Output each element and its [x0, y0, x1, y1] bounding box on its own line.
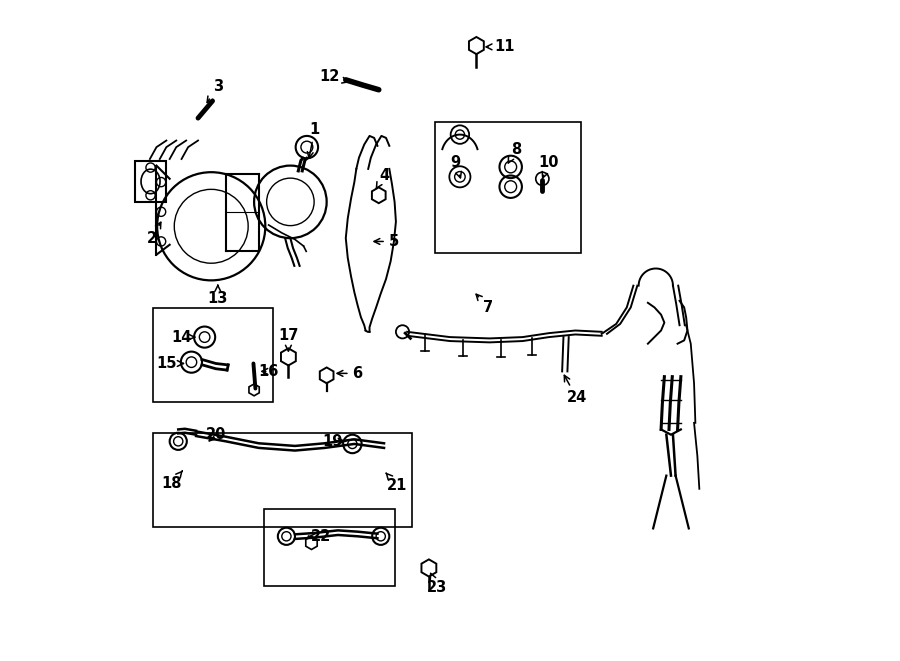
Text: 17: 17 — [278, 329, 299, 351]
Text: 11: 11 — [486, 40, 514, 54]
Text: 18: 18 — [161, 471, 183, 491]
Text: 4: 4 — [376, 168, 389, 188]
Bar — [153, 308, 274, 402]
Text: 23: 23 — [427, 573, 447, 596]
Text: 5: 5 — [374, 234, 399, 249]
Text: 6: 6 — [338, 366, 363, 381]
Text: 10: 10 — [539, 155, 559, 178]
Text: 8: 8 — [508, 141, 521, 163]
Text: 19: 19 — [322, 434, 346, 449]
Text: 1: 1 — [307, 122, 320, 158]
Text: 13: 13 — [208, 285, 228, 306]
Text: 15: 15 — [156, 356, 184, 371]
Bar — [436, 122, 580, 253]
Bar — [264, 508, 394, 586]
Text: 2: 2 — [147, 222, 161, 246]
Text: 21: 21 — [386, 473, 408, 493]
Text: 12: 12 — [320, 69, 348, 84]
Text: 9: 9 — [450, 155, 462, 178]
Text: 14: 14 — [171, 330, 195, 344]
Bar — [153, 434, 411, 527]
Text: 7: 7 — [476, 294, 493, 315]
Text: 24: 24 — [564, 375, 587, 405]
Text: 16: 16 — [258, 364, 279, 379]
Text: 3: 3 — [207, 79, 223, 102]
Text: 20: 20 — [206, 427, 226, 442]
Text: 22: 22 — [309, 529, 331, 544]
